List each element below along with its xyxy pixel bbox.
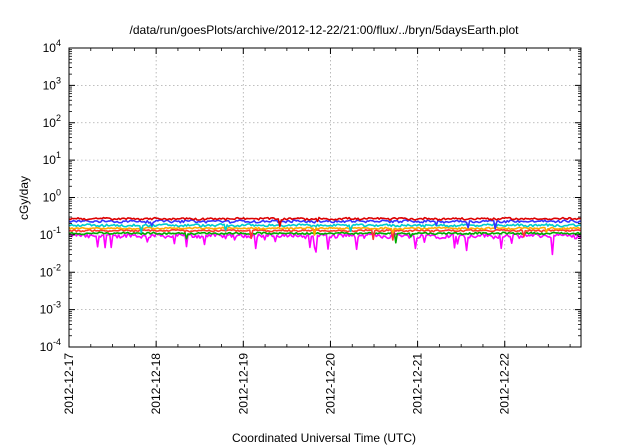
y-tick-label: 10-3 <box>40 300 61 317</box>
y-tick-label: 101 <box>43 150 61 167</box>
series-line <box>68 216 582 228</box>
y-tick-label: 104 <box>43 38 61 55</box>
y-tick-label: 10-1 <box>40 225 61 242</box>
x-tick-label: 2012-12-18 <box>149 353 163 415</box>
series-line <box>68 232 582 256</box>
series-line <box>68 228 582 241</box>
ticks <box>68 47 581 348</box>
x-tick-label: 2012-12-22 <box>498 353 512 415</box>
grid <box>69 48 581 347</box>
series-line <box>68 219 582 230</box>
x-tick-label: 2012-12-21 <box>411 353 425 415</box>
x-tick-labels: 2012-12-17 2012-12-18 2012-12-19 2012-12-20… <box>62 353 512 415</box>
series-line <box>68 231 582 244</box>
chart-title: /data/run/goesPlots/archive/2012-12-22/2… <box>130 23 520 37</box>
y-axis-label: cGy/day <box>17 176 31 220</box>
y-tick-label: 102 <box>43 113 61 130</box>
x-tick-label: 2012-12-19 <box>236 353 250 415</box>
y-tick-labels: 10-4 10-3 10-2 10-1 100 101 102 103 104 <box>40 38 61 354</box>
y-tick-label: 10-4 <box>40 337 61 354</box>
y-tick-label: 10-2 <box>40 262 61 279</box>
x-tick-label: 2012-12-20 <box>323 353 337 415</box>
x-tick-label: 2012-12-17 <box>62 353 76 415</box>
series-group <box>68 216 582 256</box>
x-axis-label: Coordinated Universal Time (UTC) <box>232 431 416 445</box>
y-tick-label: 103 <box>43 75 61 92</box>
y-tick-label: 100 <box>43 188 61 205</box>
